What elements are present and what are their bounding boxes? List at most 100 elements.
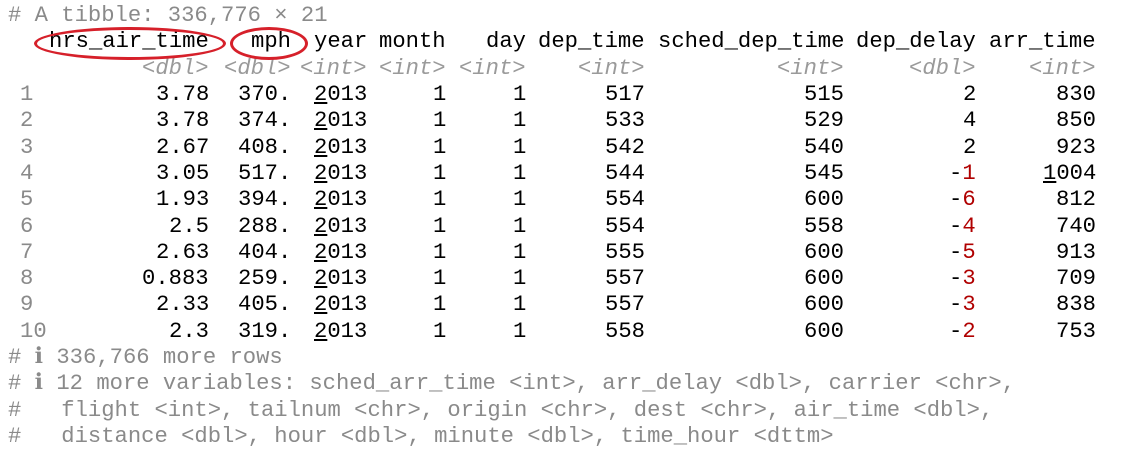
cell-month: 1 bbox=[433, 187, 447, 213]
cell-sched-dep-time: 600 bbox=[804, 318, 844, 344]
cell-dep-time: 517 bbox=[605, 82, 645, 107]
cell-year: 2013 bbox=[314, 266, 368, 292]
column-name-hrs-air-time: hrs_air_time bbox=[49, 29, 209, 54]
cell-year: 2013 bbox=[314, 213, 368, 239]
cell-arr-time: 913 bbox=[1056, 239, 1096, 265]
cell-day: 1 bbox=[513, 213, 527, 239]
cell-arr-time: 740 bbox=[1056, 213, 1096, 239]
cell-hrs-air-time: 2.63 bbox=[156, 239, 210, 265]
cell-dep-time: 558 bbox=[605, 318, 645, 344]
footer-line-3: # flight <int>, tailnum <chr>, origin <c… bbox=[8, 398, 994, 423]
cell-hrs-air-time: 3.78 bbox=[156, 82, 210, 107]
column-name-dep-time: dep_time bbox=[538, 29, 645, 54]
column-name-arr-time: arr_time bbox=[989, 29, 1096, 54]
column-type-mph: <dbl> bbox=[224, 56, 291, 81]
cell-hrs-air-time: 3.78 bbox=[156, 108, 210, 134]
cell-dep-delay: -4 bbox=[949, 213, 976, 239]
column-name-month: month bbox=[379, 29, 446, 54]
cell-mph: 288. bbox=[238, 213, 292, 239]
cell-sched-dep-time: 600 bbox=[804, 239, 844, 265]
column-type-sched-dep-time: <int> bbox=[777, 56, 844, 81]
cell-day: 1 bbox=[513, 239, 527, 265]
cell-dep-delay: -3 bbox=[949, 292, 976, 318]
cell-sched-dep-time: 558 bbox=[804, 213, 844, 239]
cell-dep-delay: -3 bbox=[949, 266, 976, 292]
cell-month: 1 bbox=[433, 134, 447, 160]
tibble-header: # A tibble: 336,776 × 21 bbox=[8, 3, 328, 28]
cell-day: 1 bbox=[513, 266, 527, 292]
cell-year: 2013 bbox=[314, 292, 368, 318]
cell-dep-delay: 4 bbox=[963, 108, 977, 134]
cell-day: 1 bbox=[513, 318, 527, 344]
cell-dep-time: 554 bbox=[605, 213, 645, 239]
footer-line-2: # ℹ 12 more variables: sched_arr_time <i… bbox=[8, 371, 1016, 396]
cell-dep-delay: 2 bbox=[963, 82, 977, 107]
cell-dep-time: 557 bbox=[605, 292, 645, 318]
cell-hrs-air-time: 0.883 bbox=[142, 266, 209, 292]
cell-month: 1 bbox=[433, 292, 447, 318]
cell-dep-time: 544 bbox=[605, 160, 645, 186]
cell-sched-dep-time: 529 bbox=[804, 108, 844, 134]
cell-arr-time: 753 bbox=[1056, 318, 1096, 344]
cell-hrs-air-time: 1.93 bbox=[156, 187, 210, 213]
cell-mph: 404. bbox=[238, 239, 292, 265]
cell-day: 1 bbox=[513, 187, 527, 213]
column-type-month: <int> bbox=[379, 56, 446, 81]
row-index: 1 bbox=[20, 82, 34, 107]
cell-year: 2013 bbox=[314, 82, 368, 107]
cell-mph: 370. bbox=[238, 82, 292, 107]
cell-arr-time: 923 bbox=[1056, 134, 1096, 160]
row-index: 10 bbox=[20, 318, 47, 344]
cell-arr-time: 709 bbox=[1056, 266, 1096, 292]
cell-month: 1 bbox=[433, 239, 447, 265]
cell-mph: 259. bbox=[238, 266, 292, 292]
cell-hrs-air-time: 2.3 bbox=[169, 318, 209, 344]
cell-arr-time: 850 bbox=[1056, 108, 1096, 134]
cell-mph: 408. bbox=[238, 134, 292, 160]
column-name-sched-dep-time: sched_dep_time bbox=[658, 29, 845, 54]
column-type-arr-time: <int> bbox=[1029, 56, 1096, 81]
column-type-year: <int> bbox=[300, 56, 367, 81]
cell-hrs-air-time: 2.33 bbox=[156, 292, 210, 318]
cell-dep-time: 533 bbox=[605, 108, 645, 134]
column-type-day: <int> bbox=[459, 56, 526, 81]
column-name-dep-delay: dep_delay bbox=[856, 29, 976, 54]
column-type-dep-time: <int> bbox=[578, 56, 645, 81]
row-index: 3 bbox=[20, 134, 34, 160]
column-name-day: day bbox=[486, 29, 526, 54]
cell-year: 2013 bbox=[314, 187, 368, 213]
cell-mph: 405. bbox=[238, 292, 292, 318]
cell-year: 2013 bbox=[314, 134, 368, 160]
row-index: 4 bbox=[20, 160, 34, 186]
cell-month: 1 bbox=[433, 160, 447, 186]
cell-sched-dep-time: 515 bbox=[804, 82, 844, 107]
column-type-dep-delay: <dbl> bbox=[909, 56, 976, 81]
cell-day: 1 bbox=[513, 160, 527, 186]
cell-mph: 394. bbox=[238, 187, 292, 213]
cell-month: 1 bbox=[433, 318, 447, 344]
cell-hrs-air-time: 2.5 bbox=[169, 213, 209, 239]
column-name-year: year bbox=[314, 29, 368, 54]
cell-sched-dep-time: 540 bbox=[804, 134, 844, 160]
cell-dep-delay: -5 bbox=[949, 239, 976, 265]
column-name-mph: mph bbox=[251, 29, 291, 54]
cell-day: 1 bbox=[513, 108, 527, 134]
cell-day: 1 bbox=[513, 82, 527, 107]
cell-year: 2013 bbox=[314, 239, 368, 265]
cell-day: 1 bbox=[513, 134, 527, 160]
cell-year: 2013 bbox=[314, 108, 368, 134]
cell-arr-time: 830 bbox=[1056, 82, 1096, 107]
cell-hrs-air-time: 2.67 bbox=[156, 134, 210, 160]
cell-arr-time: 812 bbox=[1056, 187, 1096, 213]
footer-line-1: # ℹ 336,766 more rows bbox=[8, 345, 283, 370]
row-index: 9 bbox=[20, 292, 34, 318]
cell-arr-time: 838 bbox=[1056, 292, 1096, 318]
footer-line-4: # distance <dbl>, hour <dbl>, minute <db… bbox=[8, 424, 834, 449]
cell-mph: 517. bbox=[238, 160, 292, 186]
cell-arr-time: 1004 bbox=[1043, 160, 1097, 186]
cell-sched-dep-time: 600 bbox=[804, 266, 844, 292]
row-index: 7 bbox=[20, 239, 34, 265]
cell-hrs-air-time: 3.05 bbox=[156, 160, 210, 186]
column-type-hrs-air-time: <dbl> bbox=[142, 56, 209, 81]
cell-month: 1 bbox=[433, 213, 447, 239]
